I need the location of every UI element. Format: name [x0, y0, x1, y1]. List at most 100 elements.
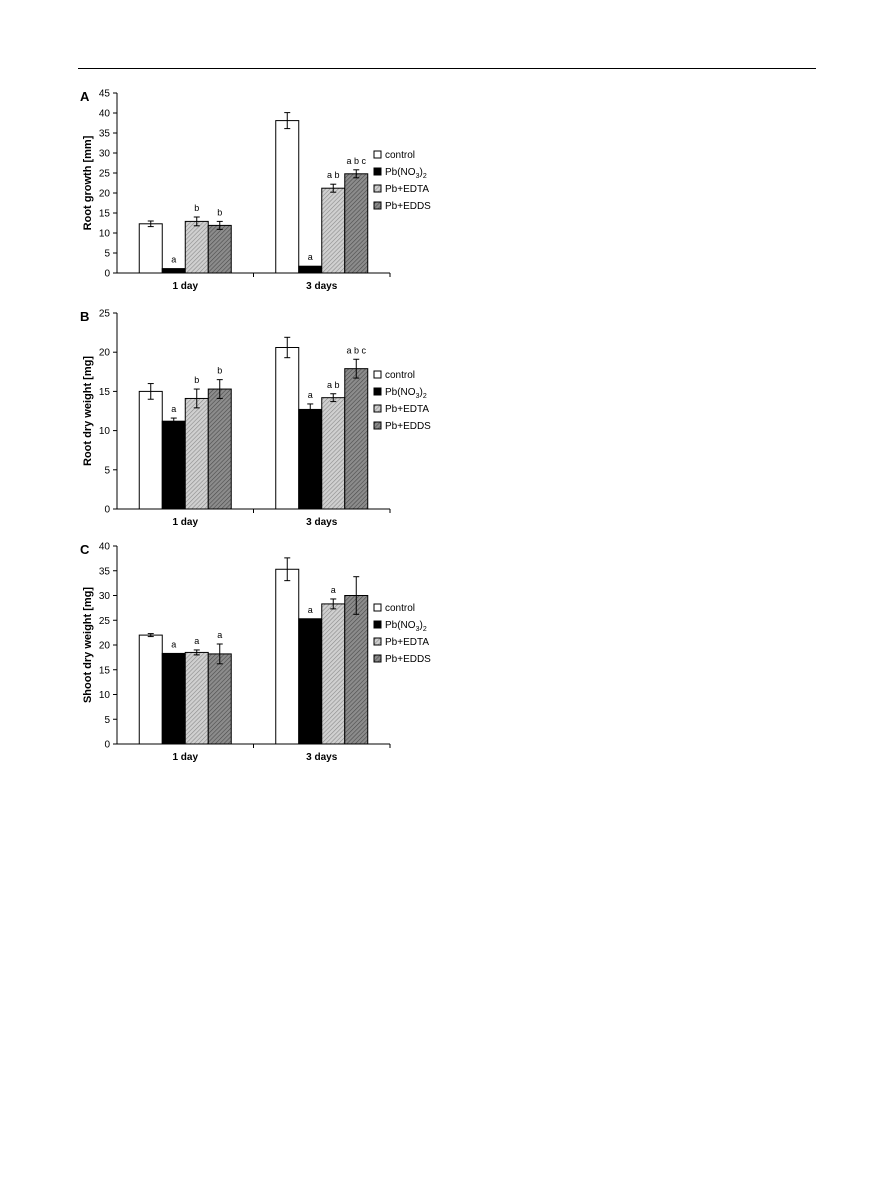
bar-pb [161, 420, 186, 510]
y-axis-title: Root dry weight [mg] [82, 356, 94, 466]
y-tick-label: 35 [99, 566, 111, 577]
significance-label: b [194, 203, 199, 213]
legend-label: Pb(NO3)2 [385, 387, 427, 400]
legend-label: Pb+EDTA [385, 637, 429, 648]
legend-label-tail: ) [419, 167, 422, 178]
significance-label: a b c [346, 345, 366, 355]
bar-pb [298, 618, 323, 745]
y-tick-label: 5 [104, 465, 110, 476]
significance-label: a [171, 404, 176, 414]
bar-edds [207, 653, 232, 745]
y-tick-label: 15 [99, 665, 111, 676]
legend-label-tail: ) [419, 387, 422, 398]
legend-label: control [385, 150, 415, 161]
legend-swatch-control [373, 150, 382, 159]
bar-edds [344, 368, 369, 510]
legend-label: control [385, 603, 415, 614]
y-tick-label: 10 [99, 426, 111, 437]
y-tick-label: 35 [99, 129, 111, 140]
significance-label: a [308, 390, 313, 400]
bar-edds [207, 388, 232, 510]
legend-label: Pb+EDTA [385, 404, 429, 415]
y-tick-label: 5 [104, 249, 110, 260]
legend-swatch-edta [373, 184, 382, 193]
bar-edta [184, 651, 209, 745]
legend-swatch-edds [373, 421, 382, 430]
y-tick-label: 45 [99, 89, 111, 100]
y-axis-title: Root growth [mm] [82, 135, 94, 230]
chart-panel-c: C Shoot dry weight [mg] 0 5 10 15 20 25 30 35 40 a a… [60, 538, 480, 768]
legend-swatch-edds [373, 201, 382, 210]
significance-label: a [194, 636, 199, 646]
panel-letter: B [80, 309, 89, 324]
y-tick-label: 40 [99, 542, 111, 553]
y-tick-label: 10 [99, 229, 111, 240]
bar-edds [344, 595, 369, 745]
page-header-rule [78, 68, 816, 69]
legend-label: Pb+EDTA [385, 184, 429, 195]
legend-subscript: 3 [416, 173, 420, 180]
legend-swatch-edta [373, 637, 382, 646]
legend-label: Pb(NO3)2 [385, 620, 427, 633]
significance-label: a [171, 255, 176, 265]
y-tick-label: 20 [99, 189, 111, 200]
x-category-label: 3 days [306, 752, 338, 763]
bar-control [138, 634, 163, 745]
legend-subscript: 3 [416, 393, 420, 400]
legend-swatch-pb [373, 620, 382, 629]
y-tick-label: 20 [99, 348, 111, 359]
bar-edta [321, 397, 346, 510]
panel-letter: C [80, 542, 90, 557]
significance-label: a b [327, 380, 340, 390]
bar-pb [298, 265, 323, 274]
bar-control [275, 120, 300, 274]
chart-b-svg: B Root dry weight [mg] 0 5 10 15 20 25 a b b 1 day a… [80, 309, 431, 529]
significance-label: b [217, 366, 222, 376]
x-category-label: 1 day [172, 752, 198, 763]
bar-control [275, 346, 300, 510]
bar-edta [321, 603, 346, 745]
y-tick-label: 40 [99, 109, 111, 120]
legend-label: Pb+EDDS [385, 421, 431, 432]
legend-swatch-pb [373, 167, 382, 176]
significance-label: a [331, 585, 336, 595]
x-category-label: 1 day [172, 517, 198, 528]
significance-label: a [308, 605, 313, 615]
legend-subscript: 2 [423, 173, 427, 180]
chart-panel-b: B Root dry weight [mg] 0 5 10 15 20 25 a b b 1 day a… [60, 305, 480, 535]
y-tick-label: 5 [104, 715, 110, 726]
legend-subscript: 2 [423, 393, 427, 400]
significance-label: a [171, 639, 176, 649]
y-tick-label: 30 [99, 149, 111, 160]
legend-swatch-edta [373, 404, 382, 413]
y-tick-label: 15 [99, 209, 111, 220]
bar-pb [161, 268, 186, 274]
bar-control [138, 223, 163, 274]
bar-edta [184, 220, 209, 274]
legend-subscript: 2 [423, 626, 427, 633]
legend-label: Pb+EDDS [385, 201, 431, 212]
y-tick-label: 25 [99, 309, 111, 320]
legend-label-tail: ) [419, 620, 422, 631]
bar-control [275, 568, 300, 745]
x-category-label: 3 days [306, 517, 338, 528]
chart-c-svg: C Shoot dry weight [mg] 0 5 10 15 20 25 30 35 40 a a… [80, 542, 431, 764]
bar-pb [298, 408, 323, 510]
y-axis-title: Shoot dry weight [mg] [82, 587, 94, 703]
chart-panel-a: A Root growth [mm] 0 5 10 15 20 25 30 35 40 45 a b b 1 … [60, 85, 480, 315]
legend-label: Pb+EDDS [385, 654, 431, 665]
legend-subscript: 3 [416, 626, 420, 633]
bar-edta [184, 397, 209, 510]
significance-label: a b c [346, 156, 366, 166]
significance-label: a b [327, 170, 340, 180]
bar-pb [161, 652, 186, 745]
legend-swatch-edds [373, 654, 382, 663]
y-tick-label: 0 [104, 269, 110, 280]
y-tick-label: 0 [104, 505, 110, 516]
x-category-label: 1 day [172, 281, 198, 292]
chart-a-svg: A Root growth [mm] 0 5 10 15 20 25 30 35 40 45 a b b 1 … [80, 89, 431, 293]
y-tick-label: 25 [99, 616, 111, 627]
legend-label: Pb(NO3)2 [385, 167, 427, 180]
y-tick-label: 15 [99, 387, 111, 398]
legend-swatch-control [373, 603, 382, 612]
